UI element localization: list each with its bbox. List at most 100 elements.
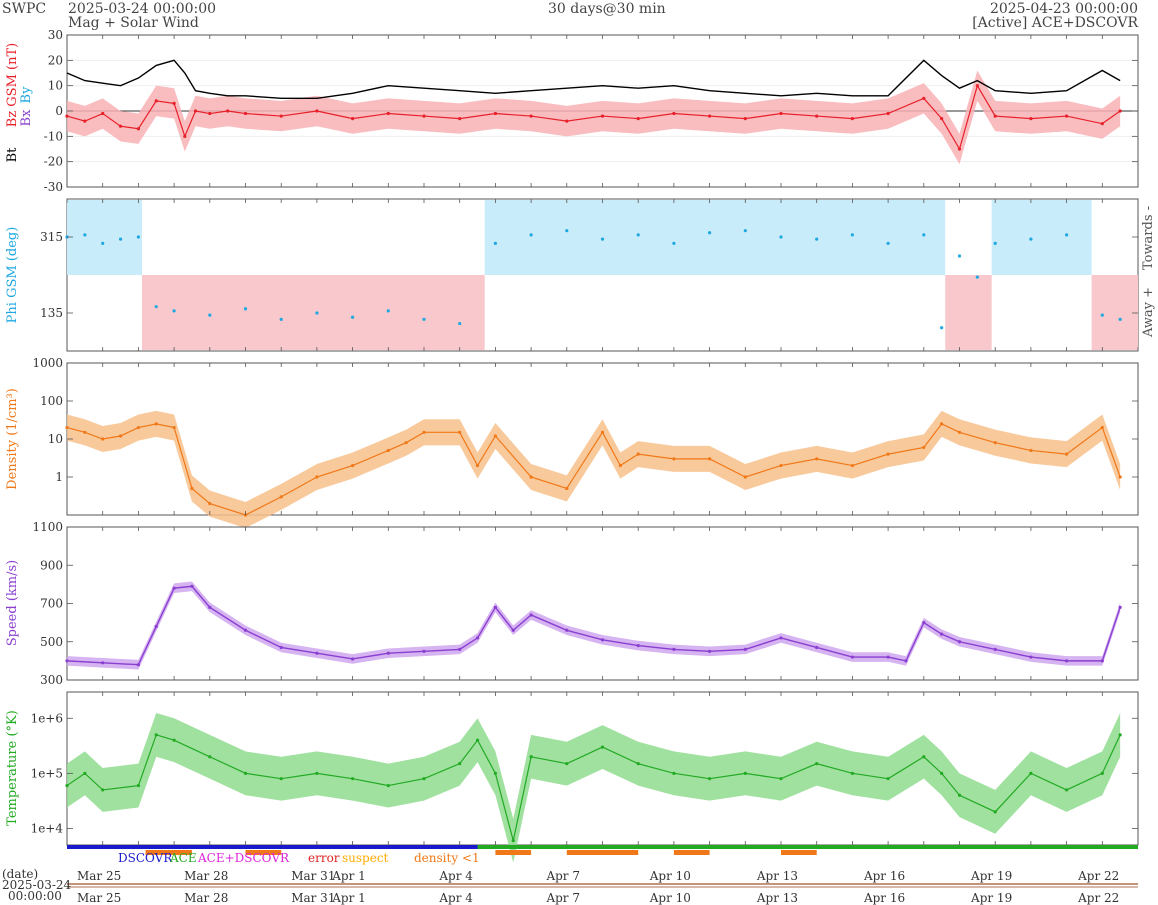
density-point-3 bbox=[118, 434, 123, 438]
speed-point-12 bbox=[422, 649, 426, 653]
mag-tick-3: 0 bbox=[55, 104, 63, 118]
ylabel-speed: Speed (km/s) bbox=[5, 560, 20, 646]
bz-point-36 bbox=[1065, 114, 1069, 118]
legend-3: error bbox=[308, 851, 340, 865]
temp-point-33 bbox=[1065, 788, 1069, 792]
speed-point-33 bbox=[1029, 655, 1033, 659]
temp-point-26 bbox=[850, 771, 855, 775]
speed-point-22 bbox=[708, 649, 712, 653]
temp-point-21 bbox=[672, 771, 676, 775]
temp-point-14 bbox=[475, 738, 480, 742]
phi-point-29 bbox=[957, 254, 962, 258]
density-point-15 bbox=[422, 430, 426, 434]
density-tick-2: 10 bbox=[48, 432, 63, 446]
phi-point-11 bbox=[351, 315, 355, 319]
bz-point-27 bbox=[815, 114, 819, 118]
phi-point-22 bbox=[743, 229, 747, 233]
bz-point-1 bbox=[83, 119, 87, 123]
temp-tick-2: 1e+4 bbox=[31, 821, 64, 835]
phi-point-35 bbox=[1118, 317, 1122, 321]
temp-point-18 bbox=[565, 762, 569, 766]
phi-point-30 bbox=[975, 275, 979, 279]
temp-point-19 bbox=[600, 745, 605, 749]
temp-point-7 bbox=[243, 771, 248, 775]
density-point-38 bbox=[1118, 475, 1122, 479]
speed-point-14 bbox=[475, 636, 480, 640]
x-tick-bottom-3: Apr 1 bbox=[331, 891, 366, 905]
towards-sector-1 bbox=[484, 200, 946, 275]
speed-tick-0: 1100 bbox=[32, 520, 63, 534]
speed-point-35 bbox=[1100, 659, 1104, 663]
speed-point-20 bbox=[636, 643, 640, 648]
density-point-20 bbox=[565, 486, 569, 491]
density-point-17 bbox=[475, 463, 480, 468]
phi-point-31 bbox=[993, 241, 997, 245]
x-tick-top-9: Apr 19 bbox=[970, 869, 1012, 883]
speed-point-30 bbox=[940, 632, 944, 636]
speed-tick-3: 500 bbox=[40, 635, 63, 649]
temp-point-3 bbox=[136, 783, 140, 788]
phi-point-14 bbox=[458, 321, 462, 326]
header-end: 2025-04-23 00:00:00 bbox=[989, 1, 1138, 17]
away-sector-2 bbox=[1091, 275, 1138, 350]
bz-point-32 bbox=[957, 147, 962, 151]
speed-point-24 bbox=[779, 636, 783, 640]
phi-point-21 bbox=[708, 231, 712, 235]
density-point-24 bbox=[672, 457, 676, 461]
density-point-1 bbox=[83, 430, 87, 434]
density-point-32 bbox=[940, 422, 944, 426]
temp-point-28 bbox=[922, 755, 926, 759]
temp-point-25 bbox=[815, 762, 819, 766]
temp-point-6 bbox=[208, 755, 212, 759]
density-point-23 bbox=[636, 452, 640, 456]
density-tick-1: 100 bbox=[40, 394, 63, 408]
phi-point-25 bbox=[850, 233, 855, 237]
x-tick-top-7: Apr 13 bbox=[756, 869, 798, 883]
towards-sector-2 bbox=[991, 200, 1092, 275]
x-tick-top-10: Apr 22 bbox=[1077, 869, 1119, 883]
temp-point-12 bbox=[422, 777, 426, 781]
speed-point-1 bbox=[101, 661, 105, 665]
bz-point-21 bbox=[600, 114, 605, 118]
speed-point-34 bbox=[1065, 659, 1069, 663]
density-point-12 bbox=[351, 463, 355, 468]
speed-point-32 bbox=[993, 647, 997, 652]
bz-point-25 bbox=[743, 117, 747, 121]
density-flag-1 bbox=[245, 850, 282, 855]
speed-point-6 bbox=[208, 605, 212, 609]
side-label-away: Away + bbox=[1141, 287, 1156, 338]
density-point-30 bbox=[886, 452, 890, 456]
x-tick-top-2: Mar 31 bbox=[291, 869, 335, 883]
ylabel-bx: Bx bbox=[19, 109, 34, 127]
x-tick-top-6: Apr 10 bbox=[649, 869, 691, 883]
x-tick-top-3: Apr 1 bbox=[331, 869, 366, 883]
density-point-22 bbox=[618, 463, 622, 468]
phi-point-10 bbox=[315, 311, 319, 315]
temp-point-5 bbox=[172, 738, 176, 742]
density-flag-2 bbox=[495, 850, 532, 855]
bz-point-14 bbox=[351, 117, 355, 121]
towards-sector-0 bbox=[67, 200, 142, 275]
ylabel-density: Density (1/cm³) bbox=[5, 388, 20, 490]
legend-4: suspect bbox=[342, 851, 389, 865]
temp-point-34 bbox=[1100, 771, 1104, 775]
density-point-25 bbox=[708, 457, 712, 461]
temp-point-31 bbox=[993, 810, 997, 814]
speed-point-27 bbox=[886, 655, 890, 659]
bz-point-16 bbox=[422, 114, 426, 118]
x-tick-bottom-8: Apr 16 bbox=[863, 891, 905, 905]
density-point-0 bbox=[65, 425, 69, 430]
phi-point-19 bbox=[636, 233, 640, 237]
phi-point-32 bbox=[1029, 237, 1033, 241]
x-tick-bottom-9: Apr 19 bbox=[970, 891, 1012, 905]
speed-point-28 bbox=[904, 659, 908, 663]
header-source: SWPC bbox=[2, 1, 47, 17]
temp-point-22 bbox=[708, 777, 712, 781]
density-point-29 bbox=[850, 463, 855, 468]
bz-point-3 bbox=[118, 124, 123, 128]
density-point-11 bbox=[315, 475, 319, 479]
bz-point-18 bbox=[493, 111, 497, 116]
speed-point-15 bbox=[493, 605, 497, 609]
density-point-5 bbox=[154, 422, 158, 426]
density-point-33 bbox=[957, 430, 962, 434]
